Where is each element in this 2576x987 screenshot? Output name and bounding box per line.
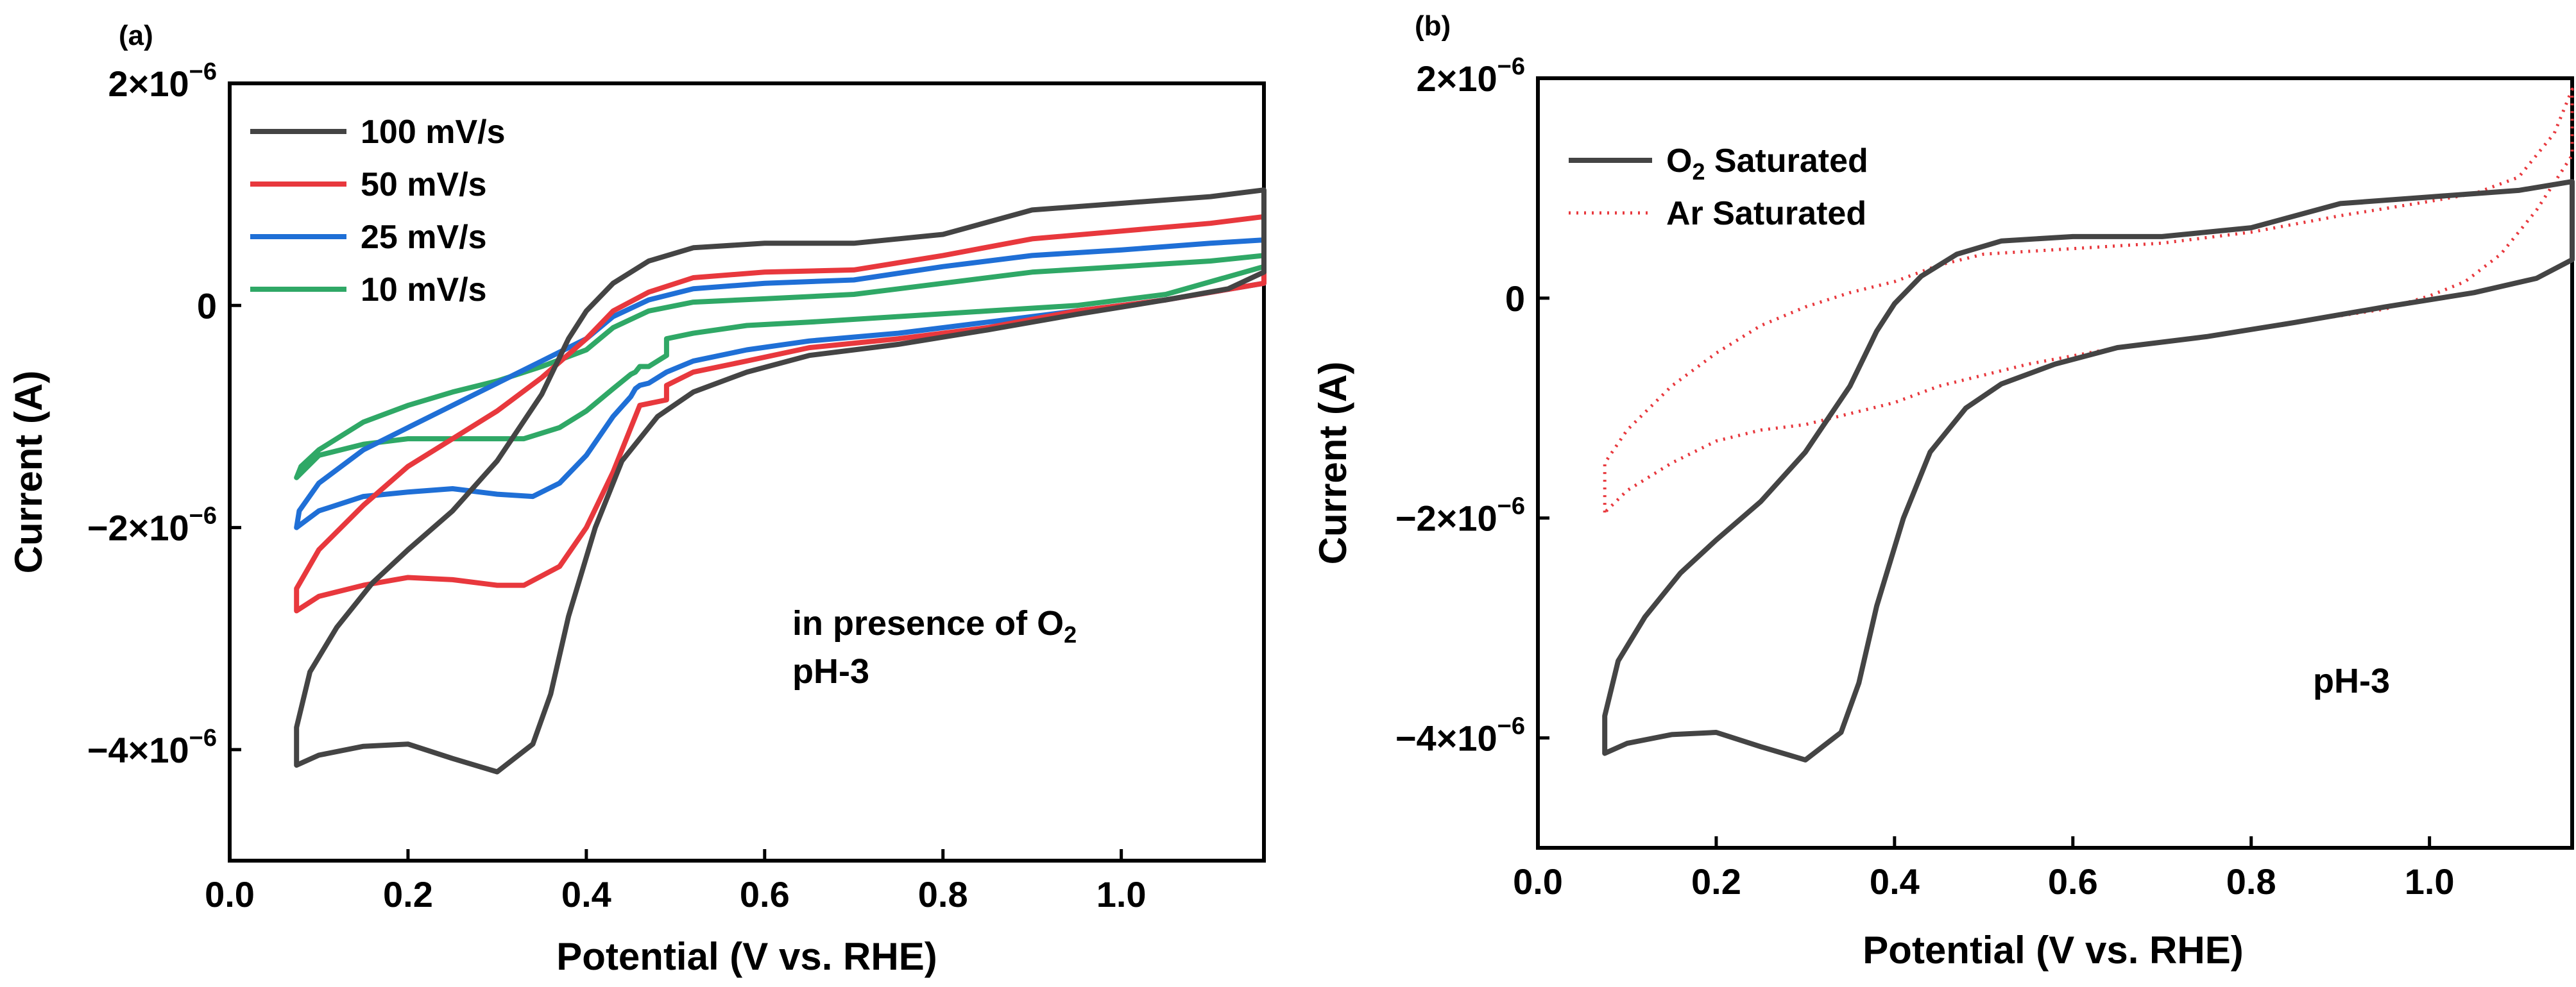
y-tick-base: −2×10 [87,508,189,548]
x-tick-label: 0.8 [2226,861,2276,902]
series-line-o2-saturated [1602,179,2575,763]
y-tick-exponent: −6 [1497,53,1525,80]
panel-a-x-axis-label: Potential (V vs. RHE) [556,935,937,978]
x-tick-label: 0.6 [740,874,790,915]
panel-a-legend: 100 mV/s 50 mV/s 25 mV/s 10 mV/s [250,114,506,308]
series-line-100-mv-s [294,187,1267,775]
x-tick-label: 0.8 [918,874,968,915]
legend-label: 100 mV/s [361,114,506,151]
panel-a-frame [228,81,1266,863]
legend-label: Ar Saturated [1666,195,1866,232]
y-tick-exponent: −6 [1497,713,1525,740]
panel-b-annotation-line2: pH-3 [2313,662,2390,700]
x-tick-label: 0.2 [383,874,433,915]
y-tick-label: 2×10−6 [1417,53,1525,99]
panel-a-annotation-line1: in presence of O2 [792,604,1077,648]
legend-label: 25 mV/s [361,219,487,256]
y-tick-base: 2×10 [108,63,189,104]
y-tick-base: −4×10 [1395,718,1497,759]
panel-a-y-ticks: 2×10−60−2×10−6−4×10−6 [87,58,241,770]
panel-a-annotation-sub: 2 [1064,621,1077,648]
panel-b: (b) 0.0 0.2 0.4 0.6 0.8 1.0 2×10−60−2×10−6−4×… [1311,10,2575,972]
y-tick-label: 0 [1505,278,1525,319]
panel-b-letter: (b) [1415,10,1451,42]
x-tick-label: 0.4 [561,874,611,915]
y-tick-base: 0 [1505,278,1525,319]
panel-a-x-ticks: 0.0 0.2 0.4 0.6 0.8 1.0 [205,849,1147,915]
y-tick-base: 2×10 [1417,58,1497,99]
panel-a-annotation-main: in presence of O [792,604,1064,643]
x-tick-label: 0.6 [2048,861,2098,902]
x-tick-label: 1.0 [2405,861,2455,902]
y-tick-base: 0 [197,285,217,326]
y-tick-label: −2×10−6 [1395,493,1525,539]
y-tick-label: 2×10−6 [108,58,217,104]
x-tick-label: 1.0 [1096,874,1147,915]
panel-b-y-ticks: 2×10−60−2×10−6−4×10−6 [1395,53,1549,759]
y-tick-exponent: −6 [189,58,217,85]
legend-label: 50 mV/s [361,166,487,203]
y-tick-label: −2×10−6 [87,503,217,548]
panel-b-legend: O2 Saturated Ar Saturated [1569,142,1868,232]
panel-b-frame [1536,76,2574,850]
panel-b-x-axis-label: Potential (V vs. RHE) [1863,929,2243,972]
y-tick-label: 0 [197,285,217,326]
panel-a-annotation-line2: pH-3 [792,652,869,691]
panel-a-series [294,187,1267,775]
y-tick-label: −4×10−6 [87,725,217,770]
panel-a-y-axis-label: Current (A) [7,371,50,574]
panel-b-y-axis-label: Current (A) [1311,362,1354,565]
y-tick-exponent: −6 [189,725,217,752]
panel-a-letter: (a) [119,20,153,51]
y-tick-label: −4×10−6 [1395,713,1525,759]
x-tick-label: 0.4 [1870,861,1920,902]
y-tick-exponent: −6 [1497,493,1525,520]
x-tick-label: 0.0 [1513,861,1563,902]
panel-a: (a) 0.0 0.2 0.4 0.6 0.8 1.0 2×10−60−2×10−6−4×… [7,20,1267,978]
y-tick-base: −4×10 [87,730,189,770]
series-line-10-mv-s [294,253,1267,480]
series-line-ar-saturated [1603,87,2574,514]
x-tick-label: 0.2 [1691,861,1741,902]
legend-label: 10 mV/s [361,271,487,308]
panel-b-x-ticks: 0.0 0.2 0.4 0.6 0.8 1.0 [1513,836,2455,902]
panel-b-series [1602,87,2575,763]
x-tick-label: 0.0 [205,874,255,915]
y-tick-exponent: −6 [189,503,217,530]
legend-label: O2 Saturated [1666,142,1868,185]
y-tick-base: −2×10 [1395,498,1497,539]
